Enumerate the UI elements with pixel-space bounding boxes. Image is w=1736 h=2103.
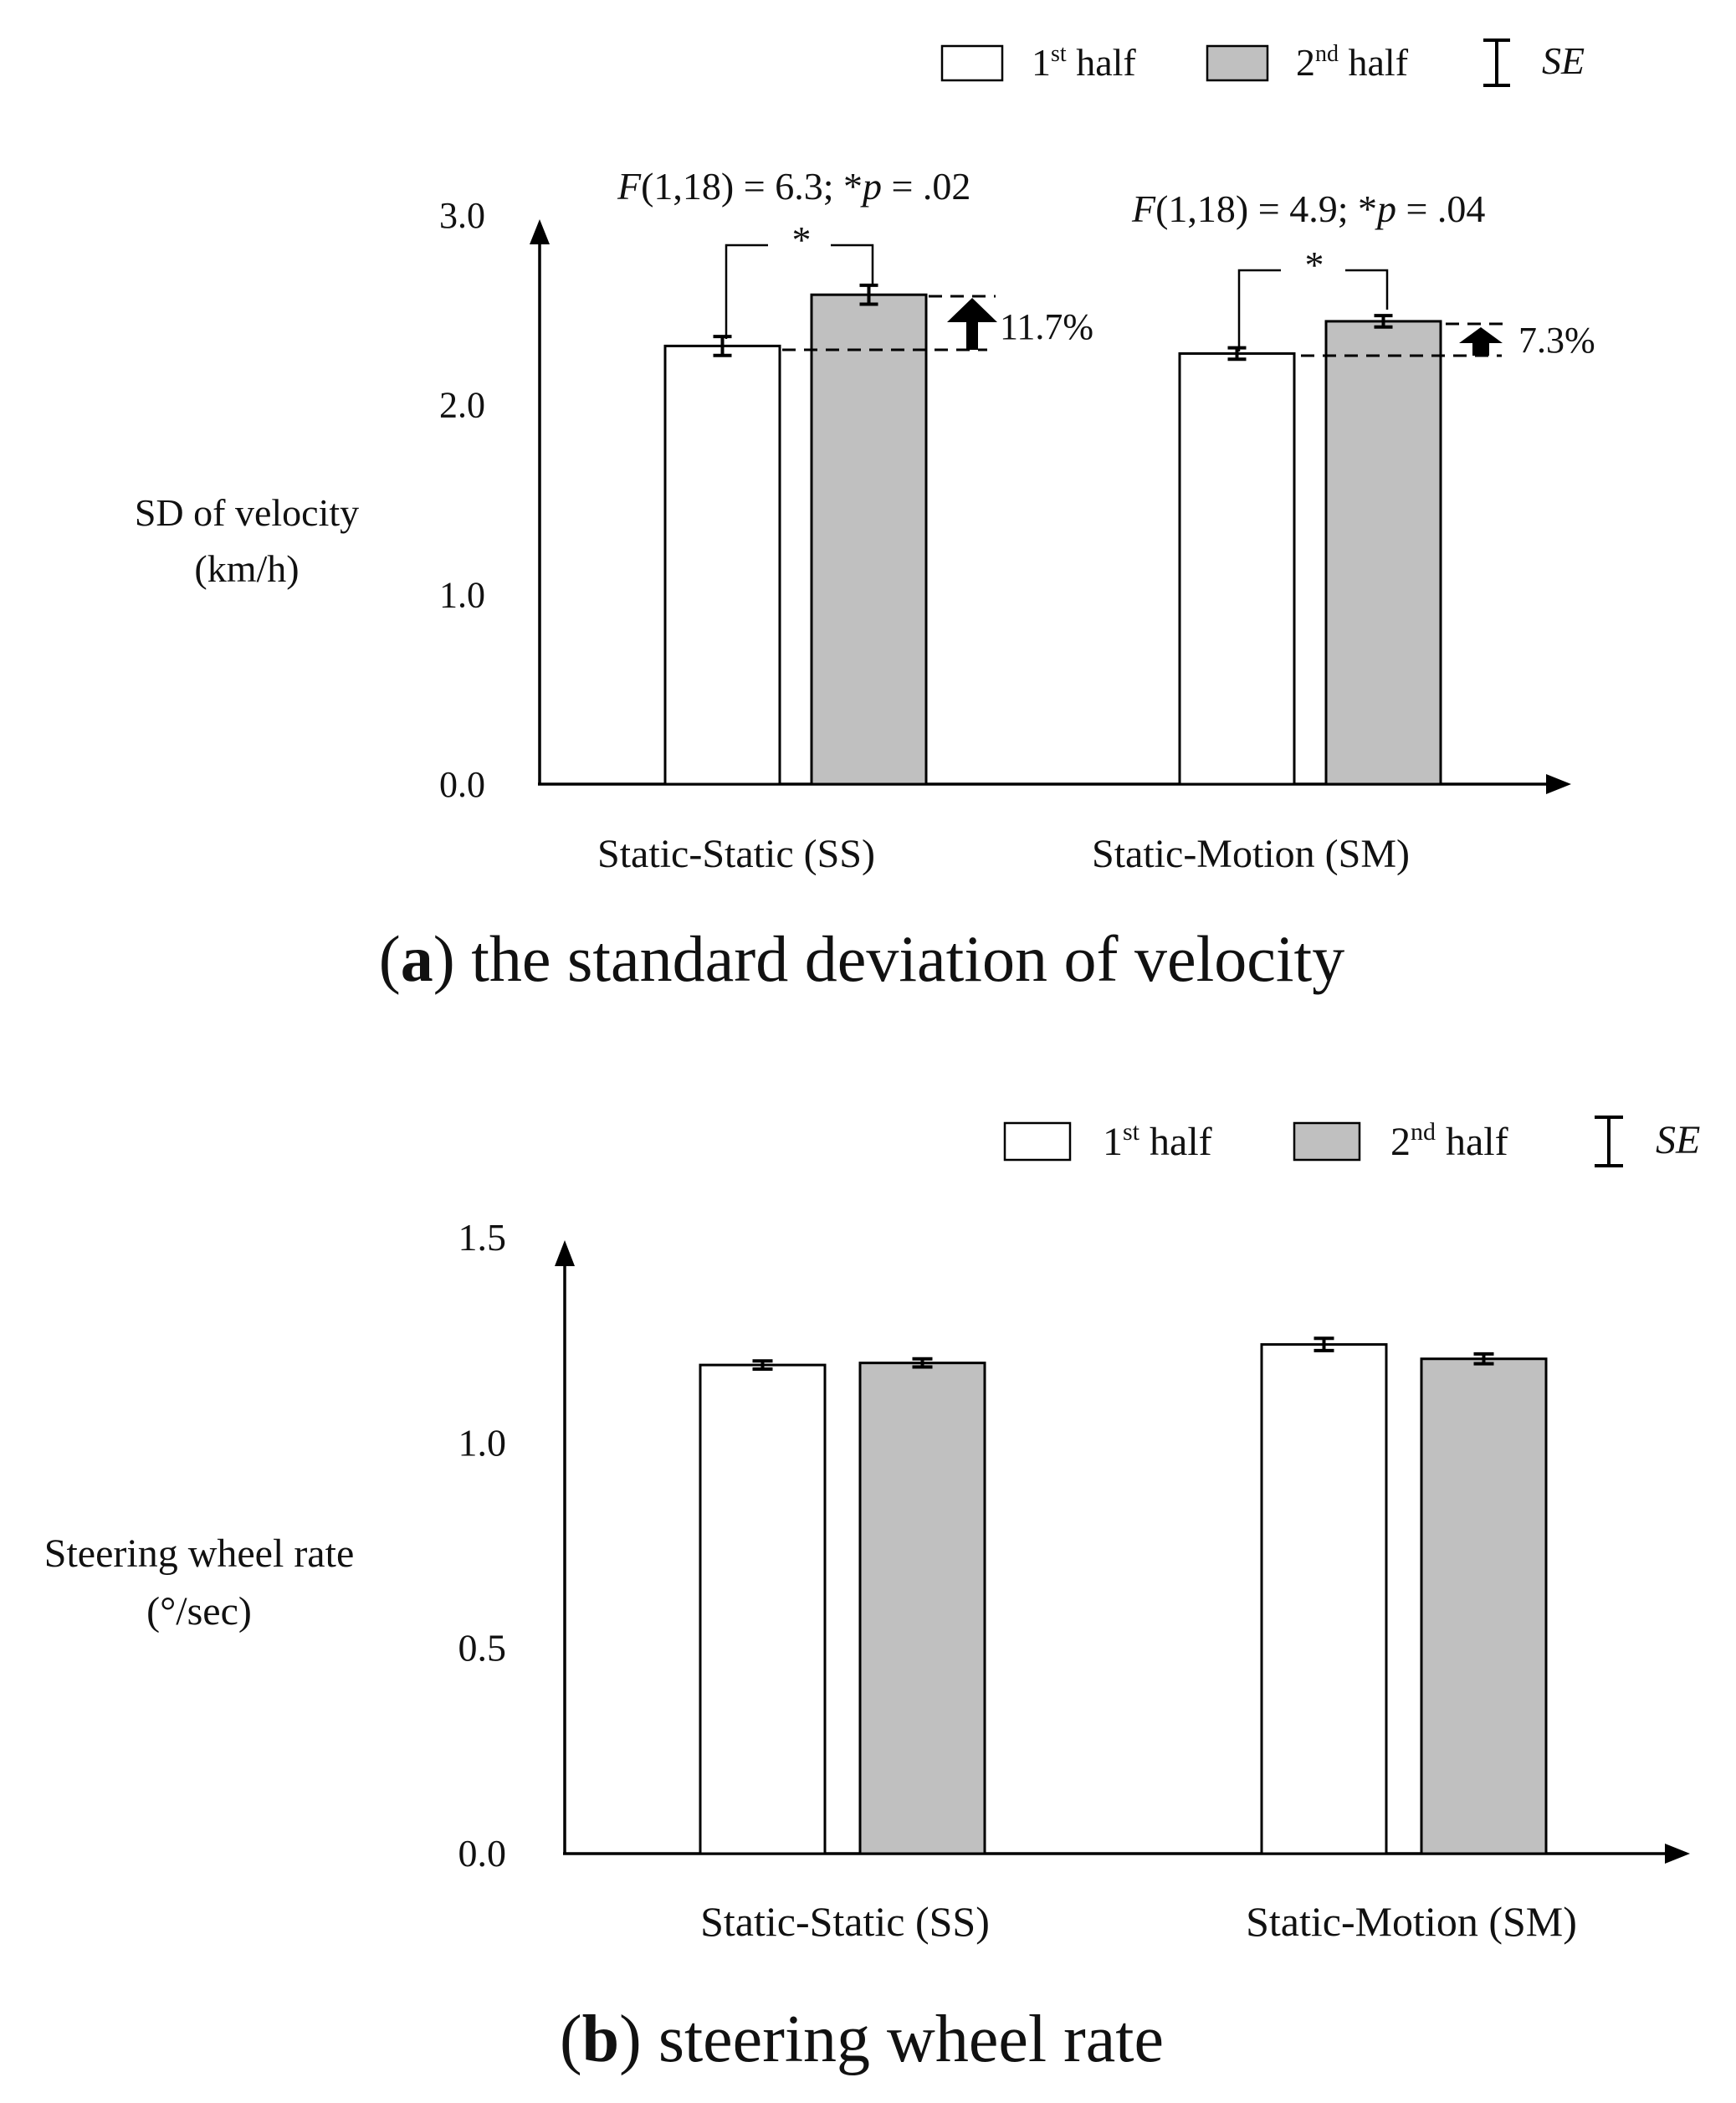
bar-second-half-ss	[858, 1362, 986, 1855]
significance-star-ss: *	[792, 218, 812, 261]
y-tick-label: 0.0	[458, 1832, 507, 1875]
panel-b: 1st half 2nd half SE Steering wheel rate…	[44, 1116, 1700, 2076]
significance-annotation-ss: F(1,18) = 6.3; *p = .02 * 11.7%	[617, 165, 1093, 351]
bar-second-half-ss	[810, 293, 928, 786]
significance-star-sm: *	[1305, 244, 1324, 286]
bars-a	[663, 283, 1442, 786]
legend-label-second-half: 2nd half	[1296, 41, 1409, 84]
y-axis-label-a-line1: SD of velocity	[135, 491, 359, 534]
legend-swatch-second-half	[1293, 1121, 1361, 1162]
bar-first-half-ss	[699, 1363, 827, 1855]
y-tick-label: 1.5	[458, 1216, 507, 1259]
increase-percent-sm: 7.3%	[1518, 320, 1595, 361]
legend-swatch-first-half	[1003, 1121, 1072, 1162]
y-axis-label-b-line2: (°/sec)	[146, 1589, 252, 1634]
bar-first-half-sm	[1178, 351, 1296, 786]
error-bar-second-half-ss	[859, 283, 878, 306]
x-category-label-ss: Static-Static (SS)	[700, 1898, 990, 1945]
significance-bracket-ss-right	[831, 244, 874, 285]
increase-arrow-sm	[1459, 327, 1503, 356]
x-category-label-ss: Static-Static (SS)	[597, 832, 875, 876]
legend-swatch-first-half	[940, 44, 1004, 82]
significance-bracket-sm	[1237, 269, 1281, 351]
bar-first-half-ss	[663, 344, 781, 786]
error-bar-first-half-ss	[713, 335, 732, 357]
y-tick-label: 0.0	[439, 764, 485, 805]
bar-second-half-sm	[1420, 1357, 1548, 1855]
stat-test-label-sm: F(1,18) = 4.9; *p = .04	[1131, 187, 1485, 230]
significance-bracket-ss	[725, 244, 768, 339]
caption-a: (a) the standard deviation of velocity	[379, 922, 1344, 995]
increase-arrow-ss	[947, 298, 997, 350]
bar-first-half-sm	[1260, 1343, 1388, 1855]
y-axis-label-a-line2: (km/h)	[194, 547, 299, 590]
error-bar-second-half-sm	[1473, 1352, 1494, 1366]
significance-bracket-sm-right	[1345, 269, 1389, 310]
error-bar-second-half-ss	[912, 1357, 933, 1369]
error-bar-second-half-sm	[1374, 314, 1393, 329]
legend-label-second-half: 2nd half	[1390, 1118, 1508, 1164]
y-tick-label: 2.0	[439, 385, 485, 426]
increase-percent-ss: 11.7%	[1000, 306, 1093, 347]
error-bar-first-half-sm	[1227, 346, 1247, 362]
panel-a: 1st half 2nd half SE SD of velocity (km/…	[135, 38, 1595, 995]
stat-test-label-ss: F(1,18) = 6.3; *p = .02	[617, 165, 970, 208]
y-tick-label: 3.0	[439, 195, 485, 236]
legend-label-first-half: 1st half	[1032, 41, 1136, 84]
y-tick-label: 1.0	[439, 574, 485, 615]
legend-se-icon	[1483, 38, 1510, 87]
y-tick-labels-b: 0.0 0.5 1.0 1.5	[458, 1216, 507, 1875]
caption-b: (b) steering wheel rate	[560, 2003, 1164, 2076]
error-bar-first-half-ss	[752, 1359, 773, 1372]
bar-second-half-sm	[1324, 320, 1442, 786]
y-tick-labels-a: 0.0 1.0 2.0 3.0	[439, 195, 485, 805]
legend-label-first-half: 1st half	[1103, 1118, 1212, 1164]
y-axis-label-b-line1: Steering wheel rate	[44, 1531, 355, 1576]
x-category-label-sm: Static-Motion (SM)	[1092, 832, 1410, 876]
legend-se-icon	[1595, 1116, 1623, 1167]
error-bar-first-half-sm	[1314, 1336, 1334, 1352]
legend-label-se: SE	[1656, 1118, 1700, 1162]
significance-annotation-sm: F(1,18) = 4.9; *p = .04 * 7.3%	[1131, 187, 1595, 361]
legend-b: 1st half 2nd half SE	[1003, 1116, 1700, 1167]
legend-label-se: SE	[1542, 39, 1585, 82]
legend-swatch-second-half	[1206, 44, 1269, 82]
y-tick-label: 1.0	[458, 1421, 507, 1464]
y-tick-label: 0.5	[458, 1627, 507, 1670]
bars-b	[699, 1336, 1548, 1855]
x-category-label-sm: Static-Motion (SM)	[1246, 1898, 1577, 1945]
legend-a: 1st half 2nd half SE	[940, 38, 1585, 87]
